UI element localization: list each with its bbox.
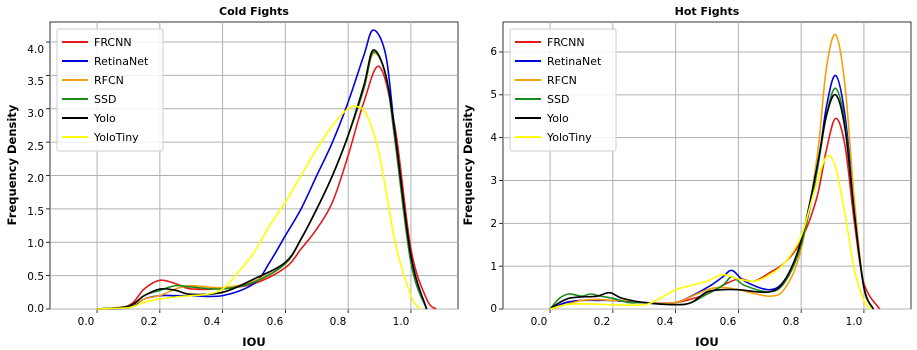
y-tick-label: 2.0 bbox=[27, 173, 44, 185]
series-line-rfcn bbox=[549, 33, 875, 310]
y-tick-label: 2.5 bbox=[27, 141, 44, 153]
series-line-frcnn bbox=[96, 65, 437, 310]
legend: FRCNN RetinaNet RFCN SSD Yolo YoloTiny bbox=[509, 28, 617, 152]
x-axis-label: IOU bbox=[242, 335, 265, 349]
y-ticks: 0.0 0.5 1.0 1.5 2.0 2.5 3.0 3.5 4.0 bbox=[27, 44, 44, 315]
x-tick-label: 0.0 bbox=[531, 316, 548, 328]
series-lines bbox=[549, 33, 881, 310]
legend-label: SSD bbox=[94, 93, 116, 106]
series-line-ssd bbox=[549, 87, 875, 310]
legend-label: FRCNN bbox=[94, 36, 132, 49]
x-tick-label: 0.2 bbox=[141, 316, 158, 328]
series-line-yolo bbox=[97, 49, 428, 310]
y-tick-label: 3.5 bbox=[27, 76, 44, 88]
x-tick-label: 0.8 bbox=[330, 316, 347, 328]
x-tick-label: 0.0 bbox=[78, 316, 95, 328]
y-tick-label: 5 bbox=[490, 89, 497, 101]
legend-label: Yolo bbox=[93, 112, 116, 125]
x-tick-label: 0.6 bbox=[267, 316, 284, 328]
legend-label: YoloTiny bbox=[546, 131, 592, 144]
y-tick-label: 1.5 bbox=[27, 206, 44, 218]
legend-label: FRCNN bbox=[547, 36, 585, 49]
chart-title: Cold Fights bbox=[219, 5, 289, 18]
y-tick-label: 0 bbox=[490, 303, 497, 315]
x-tick-label: 1.0 bbox=[393, 316, 410, 328]
x-ticks: 0.0 0.2 0.4 0.6 0.8 1.0 bbox=[531, 316, 863, 328]
y-tick-label: 2 bbox=[490, 218, 497, 230]
legend-label: RFCN bbox=[94, 74, 124, 87]
x-ticks: 0.0 0.2 0.4 0.6 0.8 1.0 bbox=[78, 316, 410, 328]
y-ticks: 0 1 2 3 4 5 6 bbox=[490, 46, 497, 315]
x-tick-label: 0.8 bbox=[783, 316, 800, 328]
x-axis-label: IOU bbox=[695, 335, 718, 349]
series-lines bbox=[96, 29, 437, 310]
y-tick-label: 4.0 bbox=[27, 44, 44, 56]
legend-label: RFCN bbox=[547, 74, 577, 87]
series-line-yolotiny bbox=[549, 154, 871, 310]
y-tick-label: 0.5 bbox=[27, 271, 44, 283]
legend-label: RetinaNet bbox=[94, 55, 149, 68]
y-tick-label: 3 bbox=[490, 175, 497, 187]
legend: FRCNN RetinaNet RFCN SSD Yolo YoloTiny bbox=[56, 28, 164, 152]
cold-fights-panel: Cold Fights IOU Frequency Density 0.0 0.… bbox=[5, 5, 459, 349]
series-line-yolo bbox=[549, 93, 875, 310]
y-tick-label: 4 bbox=[490, 132, 497, 144]
legend-label: Yolo bbox=[546, 112, 569, 125]
x-tick-label: 0.4 bbox=[657, 316, 674, 328]
x-tick-label: 0.4 bbox=[204, 316, 221, 328]
chart-title: Hot Fights bbox=[675, 5, 740, 18]
legend-label: YoloTiny bbox=[93, 131, 139, 144]
series-line-yolotiny bbox=[97, 105, 421, 310]
legend-box bbox=[56, 28, 164, 152]
x-tick-label: 0.6 bbox=[720, 316, 737, 328]
series-line-retinanet bbox=[97, 29, 428, 310]
legend-label: SSD bbox=[547, 93, 569, 106]
y-tick-label: 1.0 bbox=[27, 238, 44, 250]
y-tick-label: 6 bbox=[490, 46, 497, 58]
y-axis-label: Frequency Density bbox=[5, 104, 19, 225]
x-tick-label: 1.0 bbox=[846, 316, 863, 328]
hot-fights-panel: Hot Fights IOU Frequency Density 0.0 0.2… bbox=[461, 5, 912, 349]
y-axis-label: Frequency Density bbox=[461, 104, 475, 225]
y-tick-label: 3.0 bbox=[27, 108, 44, 120]
y-tick-label: 1 bbox=[490, 261, 497, 273]
x-tick-label: 0.2 bbox=[594, 316, 611, 328]
legend-label: RetinaNet bbox=[547, 55, 602, 68]
legend-box bbox=[509, 28, 617, 152]
y-tick-label: 0.0 bbox=[27, 303, 44, 315]
